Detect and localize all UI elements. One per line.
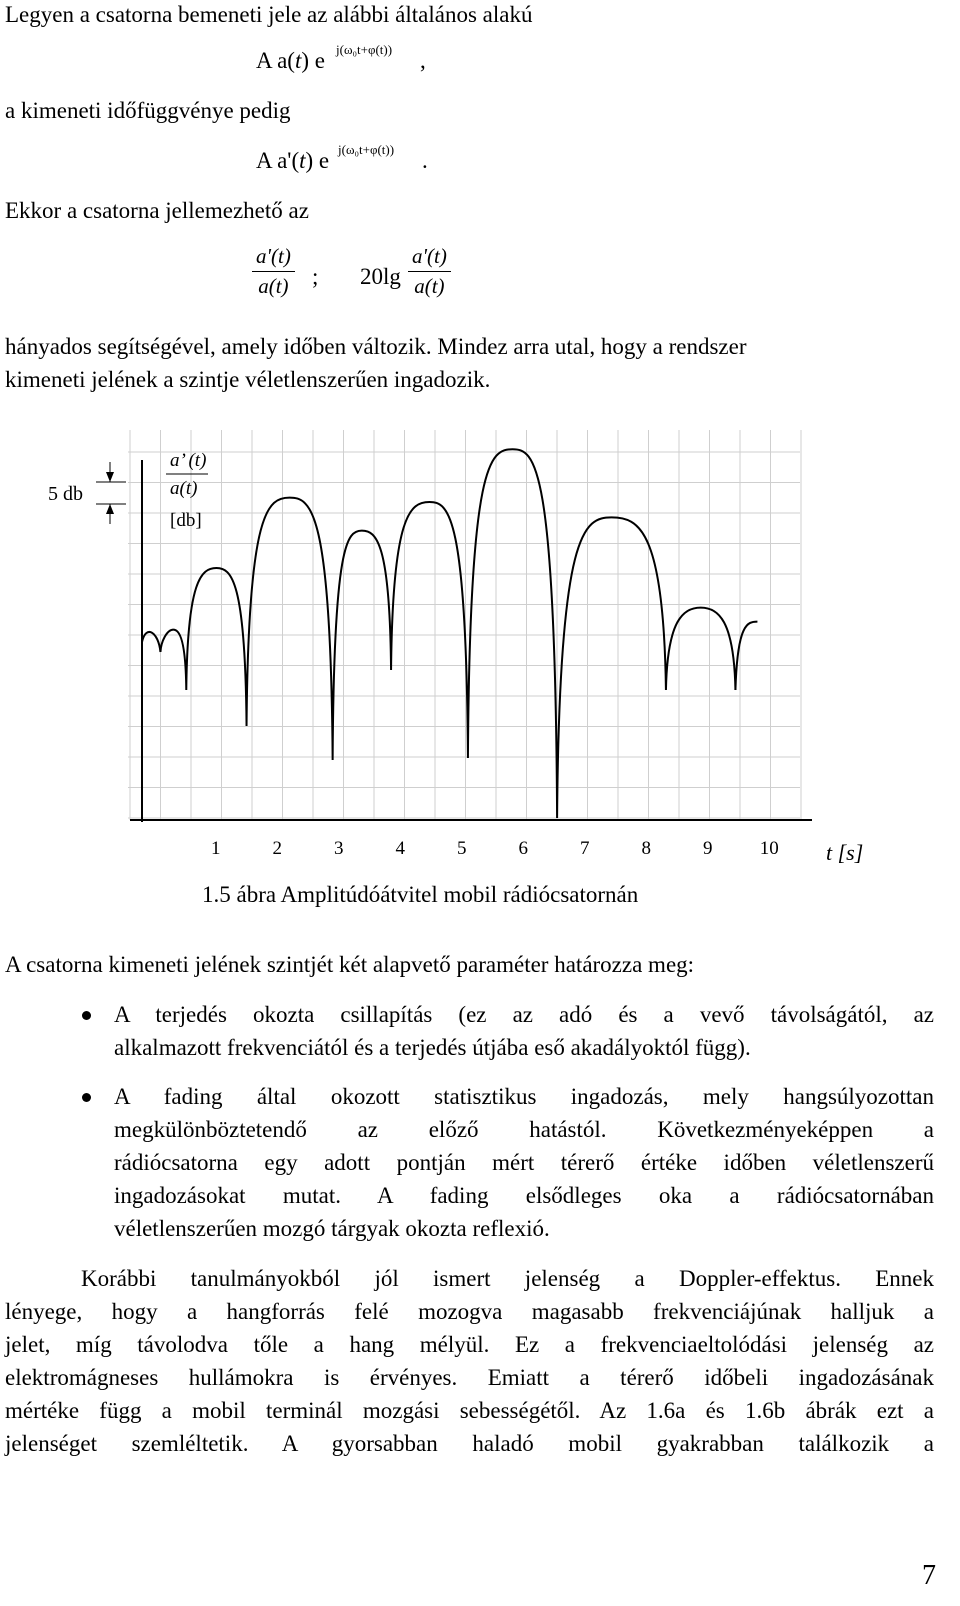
bullet-1-line-1: A terjedés okozta csillapítás (ez az adó… bbox=[114, 1002, 934, 1027]
formula-2-exponent: j(ω₀t+φ(t)) bbox=[338, 142, 395, 157]
y-label-denominator: a(t) bbox=[170, 478, 197, 499]
x-tick-label: 6 bbox=[519, 838, 529, 859]
body-paragraph-1: A csatorna kimeneti jelének szintjét két… bbox=[5, 952, 695, 977]
log-ratio-fraction: a'(t) a(t) bbox=[408, 244, 451, 299]
bullet-icon bbox=[82, 1093, 91, 1102]
ratio-numerator: a'(t) bbox=[256, 244, 291, 268]
fading-curve bbox=[141, 448, 758, 819]
intro-line-1: Legyen a csatorna bemeneti jele az alább… bbox=[5, 2, 533, 27]
log-ratio-denominator: a(t) bbox=[414, 274, 445, 298]
paragraph-2-line-3: jelet, míg távolodva tőle a hang mélyül.… bbox=[5, 1332, 934, 1357]
fraction-bar bbox=[408, 271, 451, 272]
formula-2-t: t bbox=[299, 148, 306, 173]
formula-2-head: A a'( bbox=[256, 148, 300, 173]
scale-label: 5 db bbox=[48, 483, 83, 505]
ratio-fraction: a'(t) a(t) bbox=[252, 244, 295, 299]
x-tick-label: 9 bbox=[703, 838, 713, 859]
formula-1-exponent: j(ω₀t+φ(t)) bbox=[336, 42, 393, 57]
bullet-1-line-2: alkalmazott frekvenciától és a terjedés … bbox=[114, 1035, 751, 1060]
formula-1-tail: ) e bbox=[301, 48, 325, 73]
bullet-2-line-3: rádiócsatorna egy adott pontján mért tér… bbox=[114, 1150, 934, 1175]
formula-1-head: A a( bbox=[256, 48, 295, 73]
x-tick-label: 7 bbox=[580, 838, 590, 859]
bullet-2-line-5: véletlenszerűen mozgó tárgyak okozta ref… bbox=[114, 1216, 550, 1241]
paragraph-2-line-4: elektromágneses hullámokra is érvényes. … bbox=[5, 1365, 934, 1390]
fading-lobes bbox=[159, 448, 737, 819]
log-prefix: 20lg bbox=[360, 264, 401, 289]
intro-line-3: Ekkor a csatorna jellemezhető az bbox=[5, 198, 309, 223]
intro-line-5: kimeneti jelének a szintje véletlenszerű… bbox=[5, 367, 491, 392]
paragraph-2-line-5: mértéke függ a mobil terminál mozgási se… bbox=[5, 1398, 934, 1423]
figure-caption: 1.5 ábra Amplitúdóátvitel mobil rádiócsa… bbox=[202, 882, 639, 907]
x-tick-labels: 1 2 3 4 5 6 7 8 9 10 bbox=[211, 838, 779, 859]
x-tick-label: 2 bbox=[273, 838, 283, 859]
bullet-2-line-2: megkülönböztetendő az előző hatástól. Kö… bbox=[114, 1117, 934, 1142]
formula-2-tail: ) e bbox=[305, 148, 330, 173]
fading-lobe bbox=[141, 630, 162, 653]
log-ratio-numerator: a'(t) bbox=[412, 244, 447, 268]
formula-1-t: t bbox=[294, 48, 302, 73]
amplitude-transfer-figure: 1 2 3 4 5 6 7 8 9 10 5 db a’ (t) a(t) [db] t [s] bbox=[48, 430, 863, 865]
paragraph-2-line-6: jelenséget szemléltetik. A gyorsabban ha… bbox=[5, 1431, 934, 1456]
formula-1-trail: , bbox=[420, 48, 426, 73]
arrow-down-icon bbox=[106, 472, 114, 482]
paragraph-2-line-1: Korábbi tanulmányokból jól ismert jelens… bbox=[81, 1266, 934, 1291]
x-tick-label: 4 bbox=[396, 838, 406, 859]
y-label-numerator: a’ (t) bbox=[170, 450, 206, 471]
page-number: 7 bbox=[922, 1560, 936, 1591]
fading-tail bbox=[734, 620, 758, 691]
x-tick-label: 8 bbox=[642, 838, 652, 859]
fraction-bar bbox=[252, 271, 295, 272]
x-tick-label: 5 bbox=[457, 838, 467, 859]
ratio-separator: ; bbox=[312, 264, 319, 289]
paragraph-2-line-2: lényege, hogy a hangforrás felé mozogva … bbox=[5, 1299, 934, 1324]
bullet-icon bbox=[82, 1011, 91, 1020]
x-tick-label: 10 bbox=[760, 838, 779, 859]
x-tick-label: 1 bbox=[211, 838, 221, 859]
scale-marker bbox=[96, 462, 126, 524]
intro-line-2: a kimeneti időfüggvénye pedig bbox=[5, 98, 291, 123]
x-axis-label: t [s] bbox=[826, 840, 863, 865]
intro-line-4: hányados segítségével, amely időben vált… bbox=[5, 334, 747, 359]
formula-2-trail: . bbox=[422, 148, 428, 173]
ratio-denominator: a(t) bbox=[258, 274, 289, 298]
bullet-2-line-4: ingadozásokat mutat. A fading elsődleges… bbox=[114, 1183, 934, 1208]
y-label-unit: [db] bbox=[170, 510, 202, 531]
x-tick-label: 3 bbox=[334, 838, 344, 859]
bullet-2-line-1: A fading által okozott statisztikus inga… bbox=[114, 1084, 934, 1109]
arrow-up-icon bbox=[106, 504, 114, 514]
